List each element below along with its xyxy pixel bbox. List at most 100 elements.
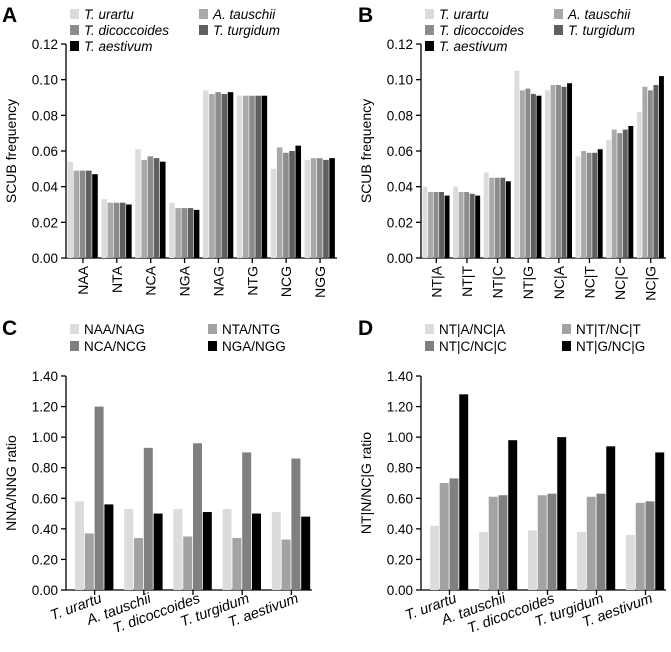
x-category-label: NTA xyxy=(109,265,125,293)
legend-label: A. tauschii xyxy=(212,7,276,22)
x-category-label: NT|A xyxy=(428,265,444,297)
legend-label: T. turgidum xyxy=(568,23,635,38)
y-tick-label: 0.40 xyxy=(32,522,58,537)
y-tick-label: 1.00 xyxy=(32,430,58,445)
bar-t-turgidum-5 xyxy=(592,152,598,258)
bar-nca-ncg-1 xyxy=(143,447,153,590)
bar-nt-t-nc-t-2 xyxy=(537,495,547,590)
bar-t-aestivum-0 xyxy=(92,174,98,258)
bar-t-aestivum-7 xyxy=(329,158,335,258)
legend-swatch xyxy=(554,25,563,35)
bar-nt-g-nc-g-4 xyxy=(655,452,665,590)
panel-label-c: C xyxy=(2,317,17,340)
bar-nt-g-nc-g-2 xyxy=(557,437,567,590)
legend-label: NTA/NTG xyxy=(222,322,280,337)
y-tick-label: 0.10 xyxy=(387,73,413,88)
bar-nt-a-nc-a-4 xyxy=(626,534,635,590)
y-tick-label: 0.80 xyxy=(32,461,58,476)
bar-t-urartu-4 xyxy=(545,90,550,258)
bar-t-turgidum-3 xyxy=(530,93,536,258)
bar-naa-nag-1 xyxy=(124,508,134,590)
legend-swatch xyxy=(70,9,79,19)
x-category-label: NT|C xyxy=(490,266,506,298)
y-tick-label: 0.00 xyxy=(387,583,413,598)
y-tick-label: 0.80 xyxy=(387,461,413,476)
bar-a-tauschii-4 xyxy=(550,85,556,259)
bar-t-urartu-2 xyxy=(135,149,141,258)
bar-t-aestivum-3 xyxy=(536,95,542,258)
bar-a-tauschii-7 xyxy=(310,158,317,258)
x-category-label: NC|G xyxy=(643,266,659,301)
bar-nta-ntg-0 xyxy=(84,533,94,590)
bar-nt-c-nc-c-1 xyxy=(498,495,508,590)
legend-label: T. dicoccoides xyxy=(439,23,524,38)
bar-nca-ncg-2 xyxy=(193,443,202,590)
y-tick-label: 0.08 xyxy=(32,108,58,123)
bar-t-turgidum-7 xyxy=(323,159,329,258)
bar-t-urartu-7 xyxy=(636,111,642,259)
bar-t-urartu-2 xyxy=(483,172,489,258)
bar-nga-ngg-2 xyxy=(202,512,212,590)
bar-t-urartu-6 xyxy=(606,140,612,258)
y-tick-label: 1.40 xyxy=(32,369,58,384)
x-category-label: NTG xyxy=(244,266,260,296)
bar-nt-g-nc-g-1 xyxy=(508,440,518,590)
y-tick-label: 0.60 xyxy=(387,491,413,506)
bar-t-dicoccoides-4 xyxy=(215,92,221,259)
legend-swatch xyxy=(70,341,79,351)
bar-t-urartu-3 xyxy=(514,70,520,258)
legend-swatch xyxy=(425,25,434,35)
y-tick-label: 0.06 xyxy=(32,144,58,159)
bar-t-turgidum-0 xyxy=(439,192,444,258)
y-tick-label: 1.20 xyxy=(32,400,58,415)
bar-t-aestivum-5 xyxy=(597,149,603,258)
bar-t-dicoccoides-4 xyxy=(556,85,561,259)
bar-t-urartu-3 xyxy=(169,202,175,258)
y-tick-label: 0.06 xyxy=(387,144,413,159)
bar-nt-t-nc-t-3 xyxy=(586,496,596,590)
bar-nt-a-nc-a-1 xyxy=(479,531,488,590)
y-tick-label: 0.12 xyxy=(387,37,413,52)
x-category-label: NC|C xyxy=(612,266,628,300)
bar-t-urartu-1 xyxy=(453,186,459,258)
bar-t-urartu-6 xyxy=(270,168,277,258)
y-tick-label: 0.04 xyxy=(32,180,59,195)
bar-a-tauschii-5 xyxy=(243,95,249,258)
bar-t-urartu-1 xyxy=(101,199,107,258)
bar-t-dicoccoides-3 xyxy=(525,88,531,258)
y-tick-label: 0.08 xyxy=(387,108,413,123)
bar-t-turgidum-6 xyxy=(289,151,295,258)
bar-nta-ntg-1 xyxy=(134,538,143,590)
legend-swatch xyxy=(562,324,571,334)
bar-nt-c-nc-c-3 xyxy=(596,493,606,590)
bar-a-tauschii-6 xyxy=(611,129,617,258)
bar-a-tauschii-2 xyxy=(489,177,495,258)
bar-t-urartu-0 xyxy=(67,161,74,258)
bar-a-tauschii-7 xyxy=(642,86,648,258)
bar-t-aestivum-4 xyxy=(227,92,234,259)
bar-nt-g-nc-g-3 xyxy=(606,446,616,590)
bar-a-tauschii-5 xyxy=(581,151,587,258)
bar-t-urartu-5 xyxy=(575,156,581,258)
legend-label: NAA/NAG xyxy=(84,322,145,337)
bar-t-aestivum-2 xyxy=(505,181,511,258)
legend-label: T. turgidum xyxy=(213,23,280,38)
bar-t-turgidum-2 xyxy=(500,177,506,258)
bar-a-tauschii-3 xyxy=(519,90,525,258)
bar-t-dicoccoides-3 xyxy=(181,208,188,258)
x-category-label: NCA xyxy=(143,265,159,295)
bar-naa-nag-3 xyxy=(222,508,232,590)
bar-a-tauschii-1 xyxy=(107,202,114,258)
x-category-label: NC|T xyxy=(581,266,597,299)
y-tick-label: 0.00 xyxy=(32,583,58,598)
legend-label: NGA/NGG xyxy=(222,339,286,354)
legend-swatch xyxy=(562,341,571,351)
legend-swatch xyxy=(70,41,79,51)
y-tick-label: 0.20 xyxy=(32,552,58,567)
bar-t-turgidum-5 xyxy=(255,95,261,258)
legend-swatch xyxy=(425,324,434,334)
y-tick-label: 0.10 xyxy=(32,73,58,88)
bar-t-turgidum-6 xyxy=(622,129,628,258)
bar-nt-t-nc-t-4 xyxy=(635,502,645,590)
